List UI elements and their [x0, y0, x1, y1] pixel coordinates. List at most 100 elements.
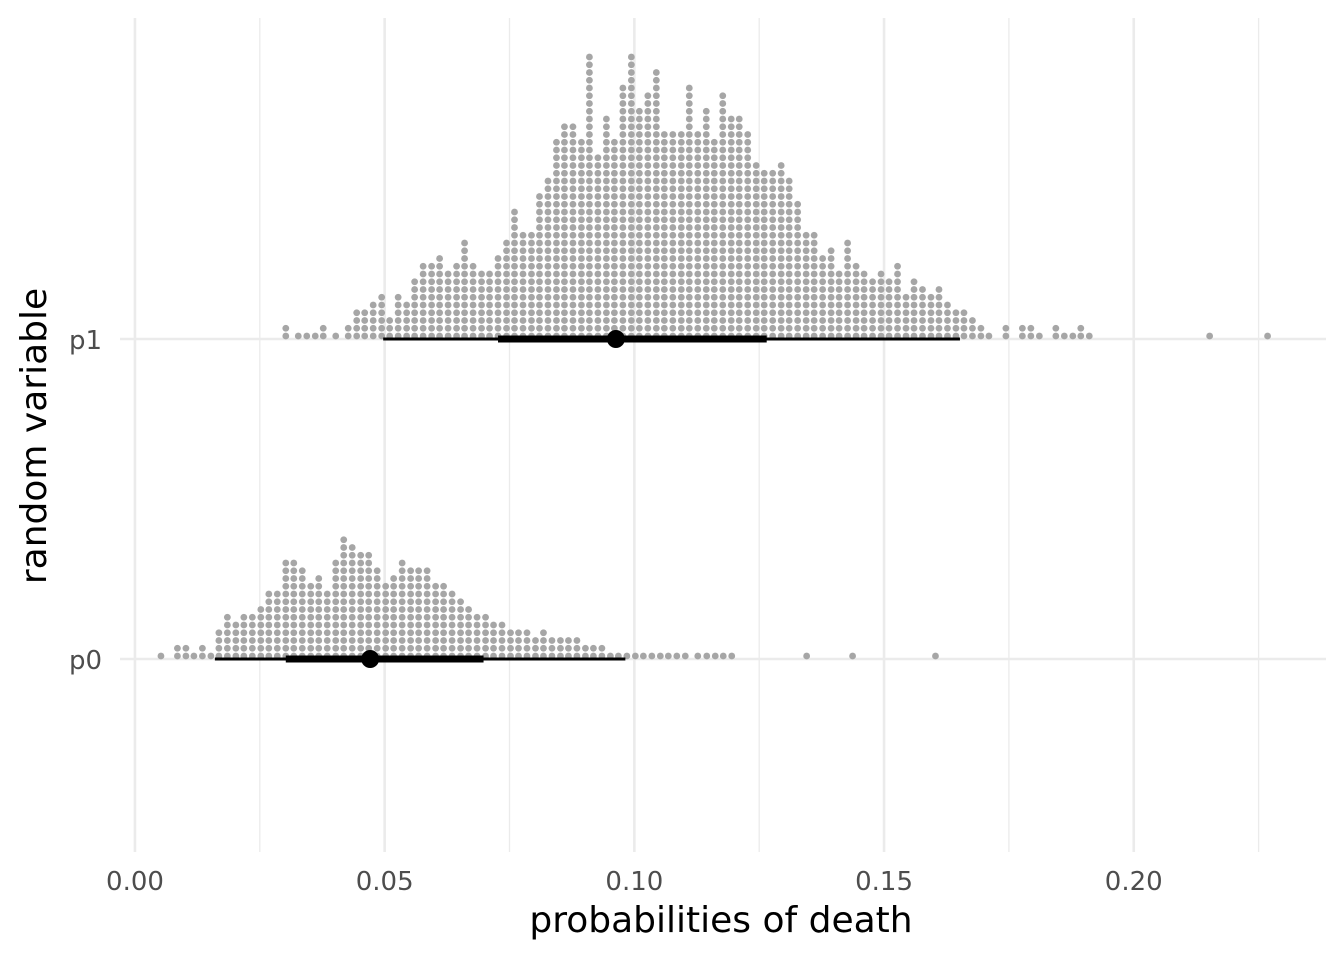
dot-mark — [594, 301, 602, 309]
dot-mark — [561, 154, 568, 162]
dot-mark — [660, 162, 668, 169]
dot-mark — [398, 629, 406, 637]
dot-mark — [348, 629, 356, 637]
dot-mark — [860, 317, 868, 324]
dot-mark — [794, 247, 802, 255]
dot-mark — [777, 216, 785, 224]
dot-mark — [486, 317, 493, 324]
dot-mark — [290, 629, 298, 637]
dot-mark — [602, 200, 610, 208]
dot-mark — [578, 324, 585, 332]
dot-mark — [710, 200, 718, 208]
dot-mark — [586, 262, 593, 270]
dot-mark — [652, 231, 660, 239]
dot-mark — [652, 177, 660, 185]
dot-mark — [594, 177, 602, 185]
dot-mark — [619, 123, 627, 131]
dot-mark — [702, 216, 710, 224]
dot-mark — [1018, 324, 1026, 332]
dot-mark — [619, 193, 627, 200]
dot-mark — [415, 582, 423, 590]
dot-mark — [453, 278, 460, 286]
dot-mark — [719, 146, 727, 154]
dot-mark — [635, 239, 643, 247]
dot-mark — [619, 169, 627, 177]
dot-mark — [1085, 332, 1093, 340]
dot-mark — [727, 301, 735, 309]
dot-mark — [586, 69, 593, 76]
dot-mark — [727, 224, 735, 231]
dot-mark — [694, 262, 702, 270]
dot-mark — [727, 162, 735, 169]
dot-mark — [323, 598, 331, 606]
dot-mark — [852, 270, 860, 278]
dot-mark — [644, 270, 652, 278]
dot-mark — [1018, 332, 1026, 340]
dot-mark — [511, 255, 518, 262]
dot-mark — [735, 185, 743, 193]
dot-mark — [298, 613, 306, 621]
dot-mark — [503, 286, 510, 293]
dot-mark — [578, 216, 585, 224]
dot-mark — [1052, 332, 1060, 340]
dot-mark — [198, 644, 206, 652]
dot-mark — [390, 613, 398, 621]
dot-mark — [711, 652, 719, 660]
dot-mark — [852, 317, 860, 324]
dot-mark — [610, 262, 618, 270]
dot-mark — [785, 247, 793, 255]
dot-mark — [852, 262, 860, 270]
dot-mark — [365, 551, 373, 559]
dot-mark — [378, 317, 386, 324]
dot-mark — [777, 270, 785, 278]
dot-mark — [332, 598, 340, 606]
dot-mark — [307, 590, 315, 598]
dot-mark — [569, 123, 577, 131]
dot-mark — [710, 138, 718, 146]
dot-mark — [415, 575, 423, 582]
dot-mark — [627, 293, 635, 301]
dot-mark — [594, 239, 602, 247]
dot-mark — [944, 309, 951, 317]
dot-mark — [536, 309, 543, 317]
dot-mark — [573, 644, 581, 652]
dot-mark — [727, 324, 735, 332]
dot-mark — [777, 278, 785, 286]
dot-mark — [569, 131, 577, 138]
dot-mark — [465, 606, 472, 613]
dot-mark — [844, 301, 851, 309]
dot-mark — [602, 146, 610, 154]
dot-mark — [644, 208, 652, 216]
dot-mark — [257, 644, 265, 652]
dot-mark — [677, 317, 685, 324]
dot-mark — [752, 177, 760, 185]
dot-mark — [494, 317, 502, 324]
dot-mark — [652, 92, 660, 100]
dot-mark — [677, 193, 685, 200]
dot-mark — [652, 131, 660, 138]
dot-mark — [282, 582, 290, 590]
dot-mark — [827, 278, 835, 286]
dot-mark — [1035, 332, 1043, 340]
dot-mark — [794, 324, 802, 332]
dot-mark — [685, 200, 693, 208]
dot-mark — [802, 301, 810, 309]
dot-mark — [635, 216, 643, 224]
dot-mark — [610, 309, 618, 317]
dot-mark — [319, 332, 327, 340]
dot-mark — [627, 239, 635, 247]
dot-mark — [298, 621, 306, 629]
dot-mark — [660, 293, 668, 301]
dot-mark — [398, 559, 406, 567]
dot-mark — [802, 309, 810, 317]
dot-mark — [702, 208, 710, 216]
dot-mark — [744, 293, 752, 301]
dot-mark — [419, 317, 427, 324]
dot-mark — [694, 146, 702, 154]
dot-mark — [248, 613, 256, 621]
dot-mark — [602, 131, 610, 138]
dot-mark — [528, 278, 535, 286]
dot-mark — [960, 332, 968, 340]
dot-mark — [719, 185, 727, 193]
